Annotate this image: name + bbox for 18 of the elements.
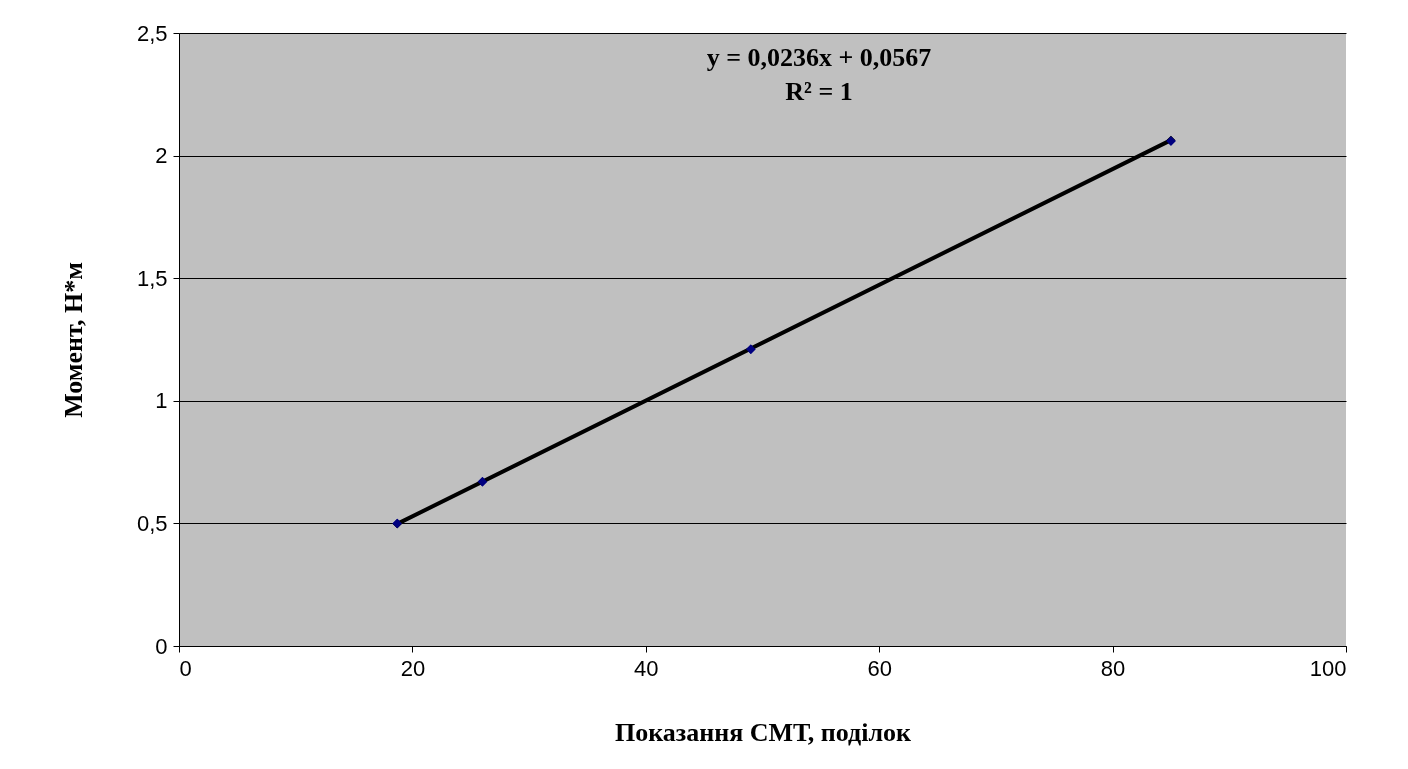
x-tick-label: 60 — [867, 655, 892, 681]
annotation: R² = 1 — [785, 77, 853, 106]
y-tick-label: 1 — [155, 388, 168, 414]
y-tick-label: 0 — [155, 633, 168, 659]
y-tick-label: 2,5 — [136, 20, 168, 46]
y-tick-label: 2 — [155, 143, 168, 169]
point — [477, 476, 488, 487]
y-axis-title: Момент, Н*м — [58, 262, 88, 418]
x-axis-title: Показання СМТ, поділок — [614, 717, 912, 747]
x-tick-label: 100 — [1309, 655, 1347, 681]
x-tick-label: 0 — [179, 655, 192, 681]
point — [746, 344, 756, 355]
annotation: y = 0,0236x + 0,0567 — [706, 43, 932, 72]
x-tick-label: 20 — [400, 655, 426, 681]
x-tick-label: 40 — [634, 655, 659, 681]
y-tick-label: 1,5 — [136, 265, 168, 291]
y-tick-label: 0,5 — [136, 510, 168, 536]
x-tick-label: 80 — [1100, 655, 1126, 681]
